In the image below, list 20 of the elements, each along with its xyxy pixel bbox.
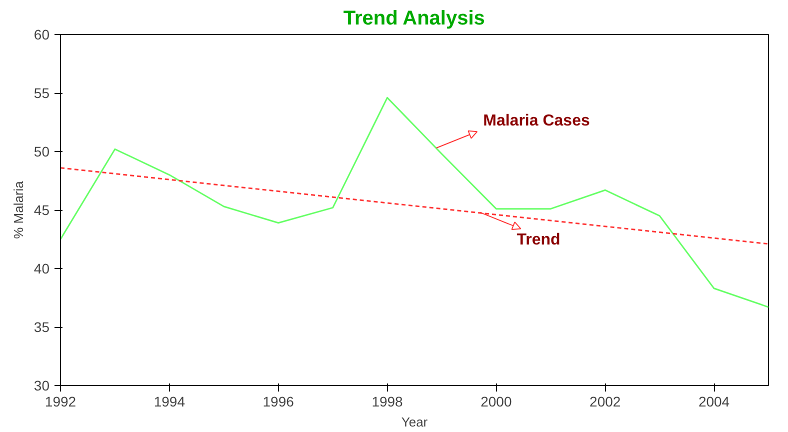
y-tick-label: 60 <box>34 26 50 42</box>
x-tick-label: 2000 <box>480 394 512 410</box>
annotation: Malaria Cases <box>483 112 590 130</box>
y-tick-label: 50 <box>34 144 50 160</box>
y-tick-label: 40 <box>34 260 50 276</box>
y-axis-title: % Malaria <box>10 180 26 239</box>
chart-title: Trend Analysis <box>343 8 485 30</box>
y-tick-label: 55 <box>34 85 50 101</box>
y-tick-label: 45 <box>34 202 50 218</box>
x-tick-label: 1996 <box>262 394 294 410</box>
x-axis-title: Year <box>401 414 428 430</box>
annotation: Trend <box>516 232 560 249</box>
x-tick-label: 2002 <box>590 394 621 410</box>
x-tick-label: 2004 <box>698 394 730 410</box>
line-series <box>60 96 768 308</box>
x-tick-label: 1994 <box>154 394 186 410</box>
y-tick-label: 30 <box>34 378 50 394</box>
x-tick-label: 1998 <box>372 394 404 410</box>
x-tick-label: 1992 <box>44 394 76 410</box>
y-tick-label: 35 <box>34 319 50 335</box>
